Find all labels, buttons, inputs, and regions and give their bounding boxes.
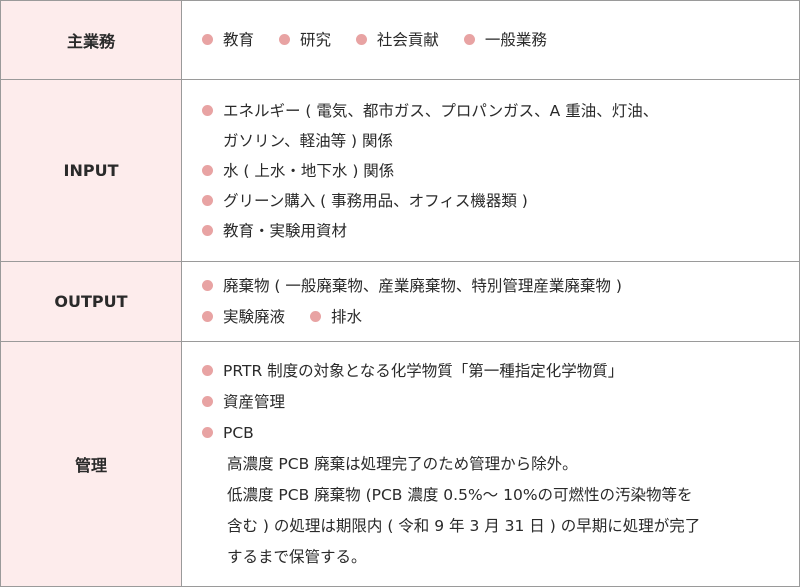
- list-item: 教育: [202, 25, 254, 56]
- bullet-icon: [202, 364, 213, 376]
- bullet-icon: [202, 224, 213, 236]
- row-body-output: 廃棄物 ( 一般廃棄物、産業廃棄物、特別管理産業廃棄物 ) 実験廃液 排水: [181, 261, 800, 342]
- list-item: 社会貢献: [355, 25, 439, 56]
- row-output: OUTPUT 廃棄物 ( 一般廃棄物、産業廃棄物、特別管理産業廃棄物 ) 実験廃…: [0, 261, 800, 342]
- bullet-icon: [202, 426, 213, 438]
- row-header-input: INPUT: [0, 79, 182, 262]
- list-item: 水 ( 上水・地下水 ) 関係: [202, 156, 779, 186]
- row-header-management: 管理: [0, 341, 182, 587]
- row-management: 管理 PRTR 制度の対象となる化学物質「第一種指定化学物質」 資産管理 PCB…: [0, 341, 800, 587]
- bullet-icon: [202, 194, 213, 206]
- list-item-continuation: ガソリン、軽油等 ) 関係: [223, 131, 393, 150]
- list-item: 資産管理: [202, 387, 779, 418]
- bullet-icon: [202, 33, 213, 45]
- list-item: 一般業務: [463, 25, 547, 56]
- list-item: 教育・実験用資材: [202, 216, 779, 246]
- list-item: PRTR 制度の対象となる化学物質「第一種指定化学物質」: [202, 356, 779, 387]
- list-item: 廃棄物 ( 一般廃棄物、産業廃棄物、特別管理産業廃棄物 ): [202, 271, 779, 302]
- row-header-output: OUTPUT: [0, 261, 182, 342]
- list-item: PCB: [202, 418, 779, 449]
- row-body-input: エネルギー ( 電気、都市ガス、プロパンガス、A 重油、灯油、 ガソリン、軽油等…: [181, 79, 800, 262]
- list-item: 実験廃液: [202, 302, 285, 333]
- row-main-business: 主業務 教育 研究 社会貢献 一般業務: [0, 0, 800, 80]
- bullet-icon: [202, 395, 213, 407]
- list-item: エネルギー ( 電気、都市ガス、プロパンガス、A 重油、灯油、: [202, 96, 779, 126]
- bullet-icon: [202, 164, 213, 176]
- bullet-icon: [202, 279, 213, 291]
- note-line: するまで保管する。: [227, 547, 367, 566]
- bullet-icon: [355, 33, 367, 45]
- note-line: 高濃度 PCB 廃棄は処理完了のため管理から除外。: [227, 454, 578, 473]
- note-line: 含む ) の処理は期限内 ( 令和 9 年 3 月 31 日 ) の早期に処理が…: [227, 516, 701, 535]
- bullet-icon: [463, 33, 475, 45]
- list-item: 研究: [278, 25, 331, 56]
- row-header-main-business: 主業務: [0, 0, 182, 80]
- bullet-icon: [278, 33, 290, 45]
- row-body-management: PRTR 制度の対象となる化学物質「第一種指定化学物質」 資産管理 PCB 高濃…: [181, 341, 800, 587]
- bullet-icon: [202, 310, 213, 322]
- row-input: INPUT エネルギー ( 電気、都市ガス、プロパンガス、A 重油、灯油、 ガソ…: [0, 79, 800, 262]
- list-item: 排水: [309, 302, 362, 333]
- row-body-main-business: 教育 研究 社会貢献 一般業務: [181, 0, 800, 80]
- bullet-icon: [202, 104, 213, 116]
- bullet-icon: [309, 310, 321, 322]
- note-line: 低濃度 PCB 廃棄物 (PCB 濃度 0.5%～ 10%の可燃性の汚染物等を: [227, 485, 693, 504]
- list-item: グリーン購入 ( 事務用品、オフィス機器類 ): [202, 186, 779, 216]
